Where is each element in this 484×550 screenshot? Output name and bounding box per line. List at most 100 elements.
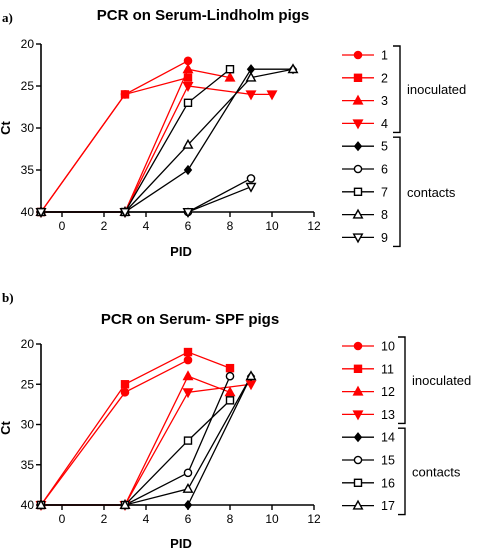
legend-bracket-inoculated xyxy=(393,45,401,134)
series-line-13 xyxy=(41,383,252,506)
data-point-12 xyxy=(182,370,194,381)
x-tick-label-b: 2 xyxy=(101,512,108,526)
data-point-4 xyxy=(245,90,257,101)
legend-label-3: 3 xyxy=(381,94,388,108)
legend-marker-6 xyxy=(353,164,363,174)
legend-label-2: 2 xyxy=(381,71,388,85)
legend-bracket-inoculated xyxy=(398,336,406,425)
series-line-9 xyxy=(41,186,252,213)
data-point-12 xyxy=(224,386,236,397)
legend-label-14: 14 xyxy=(381,431,395,445)
panel-label-a: a) xyxy=(2,10,13,25)
x-tick-label-a: 8 xyxy=(227,219,234,233)
legend-label-4: 4 xyxy=(381,117,388,131)
data-point-9 xyxy=(35,207,47,218)
legend-group-inoculated: inoculated xyxy=(412,373,471,388)
data-point-17 xyxy=(182,482,194,493)
series-lines-b xyxy=(40,351,252,506)
data-point-9 xyxy=(245,182,257,193)
legend-label-13: 13 xyxy=(381,408,395,422)
legend-marker-11 xyxy=(353,364,363,373)
x-tick-label-b: 0 xyxy=(59,512,66,526)
legend-label-5: 5 xyxy=(381,140,388,154)
legend-marker-14 xyxy=(353,432,363,443)
data-point-17 xyxy=(245,370,257,381)
legend-marker-16 xyxy=(353,478,363,487)
legend-group-contacts: contacts xyxy=(412,464,461,479)
legend-label-17: 17 xyxy=(381,499,395,513)
data-point-10 xyxy=(183,355,193,365)
legend-marker-3 xyxy=(352,94,364,105)
data-point-4 xyxy=(266,90,278,101)
y-tick-label-a: 40 xyxy=(21,205,35,219)
x-tick-label-a: 12 xyxy=(307,219,321,233)
data-point-4 xyxy=(182,81,194,92)
legend-bracket-contacts xyxy=(393,136,401,248)
series-line-14 xyxy=(41,375,252,506)
ticks-a: 20 25 30 35 40 0 2 4 6 8 10 12 xyxy=(21,37,321,233)
data-point-15 xyxy=(225,371,235,381)
x-tick-label-a: 2 xyxy=(101,219,108,233)
data-point-5 xyxy=(183,164,193,176)
x-tick-label-b: 6 xyxy=(185,512,192,526)
x-tick-label-b: 12 xyxy=(307,512,321,526)
data-point-2 xyxy=(183,73,193,82)
legend-bracket-contacts xyxy=(398,427,406,516)
legend-label-8: 8 xyxy=(381,208,388,222)
ticks-b: 20 25 30 35 40 0 2 4 6 8 10 12 xyxy=(21,337,321,526)
data-point-7 xyxy=(183,98,193,108)
chart-title-b: PCR on Serum- SPF pigs xyxy=(101,311,279,328)
data-point-2 xyxy=(120,90,130,99)
legend-marker-13 xyxy=(352,410,364,421)
y-tick-label-a: 20 xyxy=(21,37,35,51)
data-point-11 xyxy=(225,363,235,373)
legend-label-12: 12 xyxy=(381,385,395,399)
legend-marker-12 xyxy=(352,385,364,396)
chart-title-a: PCR on Serum-Lindholm pigs xyxy=(97,7,310,24)
data-point-11 xyxy=(120,380,130,389)
data-point-11 xyxy=(183,347,193,357)
legend-marker-4 xyxy=(352,119,364,130)
legend-a: 1 2 3 4 5 6 7 8 9 inoculated contacts xyxy=(342,45,466,248)
legend-label-1: 1 xyxy=(381,49,388,63)
legend-b: 10 11 12 13 14 15 16 17 inoculated contacts xyxy=(342,336,471,516)
panel-label-b: b) xyxy=(2,290,14,305)
x-tick-label-a: 10 xyxy=(265,219,279,233)
series-line-2 xyxy=(40,76,189,213)
series-line-11 xyxy=(40,351,231,506)
data-point-3 xyxy=(224,71,236,82)
x-tick-label-b: 10 xyxy=(265,512,279,526)
legend-label-11: 11 xyxy=(381,362,394,376)
series-line-4 xyxy=(41,85,272,213)
data-point-6 xyxy=(246,174,256,183)
data-point-17 xyxy=(119,499,131,509)
legend-group-inoculated: inoculated xyxy=(407,82,466,97)
data-point-9 xyxy=(119,207,131,218)
series-line-17 xyxy=(41,375,252,506)
legend-marker-1 xyxy=(353,50,363,60)
chart-panel-a: a) PCR on Serum-Lindholm pigs Ct PID 202… xyxy=(0,7,466,259)
legend-label-10: 10 xyxy=(381,340,395,354)
series-points-a xyxy=(35,56,299,218)
legend-label-9: 9 xyxy=(381,231,388,245)
legend-label-16: 16 xyxy=(381,476,395,490)
data-point-16 xyxy=(183,436,193,445)
data-point-17 xyxy=(35,499,47,509)
series-line-16 xyxy=(41,399,231,506)
y-tick-label-b: 35 xyxy=(21,458,35,472)
series-lines-a xyxy=(40,60,294,213)
data-point-16 xyxy=(225,396,235,405)
legend-label-6: 6 xyxy=(381,163,388,177)
data-point-15 xyxy=(183,468,193,478)
legend-label-7: 7 xyxy=(381,185,388,199)
legend-marker-15 xyxy=(353,455,363,465)
data-point-3 xyxy=(182,63,194,74)
data-point-8 xyxy=(182,138,194,149)
y-tick-label-b: 20 xyxy=(21,337,35,351)
legend-marker-9 xyxy=(352,233,364,244)
data-point-13 xyxy=(182,388,194,399)
y-axis-label-a: Ct xyxy=(0,120,13,134)
series-line-6 xyxy=(41,177,252,213)
y-tick-label-a: 30 xyxy=(21,121,35,135)
x-tick-label-b: 4 xyxy=(143,512,150,526)
